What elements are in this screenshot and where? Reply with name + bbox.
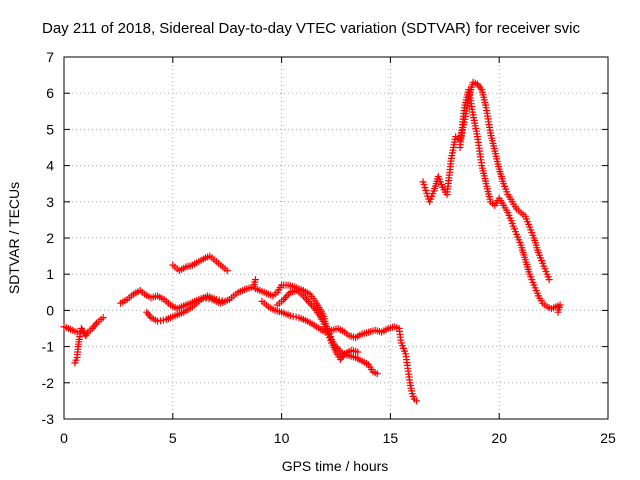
data-point-track-f <box>373 370 381 378</box>
y-axis-label: SDTVAR / TECUs <box>6 182 22 294</box>
chart-title: Day 211 of 2018, Sidereal Day-to-day VTE… <box>42 20 580 37</box>
x-tick-label: 25 <box>600 430 616 446</box>
y-tick-label: 4 <box>46 158 54 174</box>
y-tick-label: 3 <box>46 194 54 210</box>
y-tick-label: 2 <box>46 230 54 246</box>
grid <box>64 57 608 419</box>
data-point-track-i <box>545 276 553 284</box>
data-point-track-h <box>413 397 420 405</box>
data-point-track-e <box>223 267 231 275</box>
data-point-track-b <box>99 314 107 322</box>
y-tick-label: -2 <box>42 375 55 391</box>
y-tick-label: 7 <box>46 49 54 65</box>
data-point-track-g <box>309 303 317 311</box>
tick-labels: 0 5 10 15 20 25 -3 -2 -1 0 1 2 3 4 5 6 7 <box>42 49 616 446</box>
data-point-track-c <box>252 276 259 284</box>
x-tick-label: 5 <box>169 430 177 446</box>
plot-frame <box>63 56 609 420</box>
x-tick-label: 20 <box>491 430 507 446</box>
data-point-track-g <box>308 301 315 309</box>
x-tick-label: 10 <box>274 430 290 446</box>
y-tick-label: 5 <box>46 121 54 137</box>
y-tick-label: -3 <box>42 411 55 427</box>
data-point-track-g <box>281 294 289 302</box>
y-tick-label: -1 <box>42 339 55 355</box>
data-point-track-d <box>221 297 229 305</box>
data-point-track-j <box>554 308 562 316</box>
data-point-track-g <box>283 292 291 300</box>
y-tick-label: 1 <box>46 266 54 282</box>
x-axis-label: GPS time / hours <box>282 458 389 474</box>
x-tick-label: 0 <box>60 430 68 446</box>
x-tick-label: 15 <box>383 430 399 446</box>
y-tick-label: 0 <box>46 302 54 318</box>
data-points <box>60 78 564 405</box>
data-point-track-g <box>354 348 362 356</box>
y-tick-label: 6 <box>46 85 54 101</box>
